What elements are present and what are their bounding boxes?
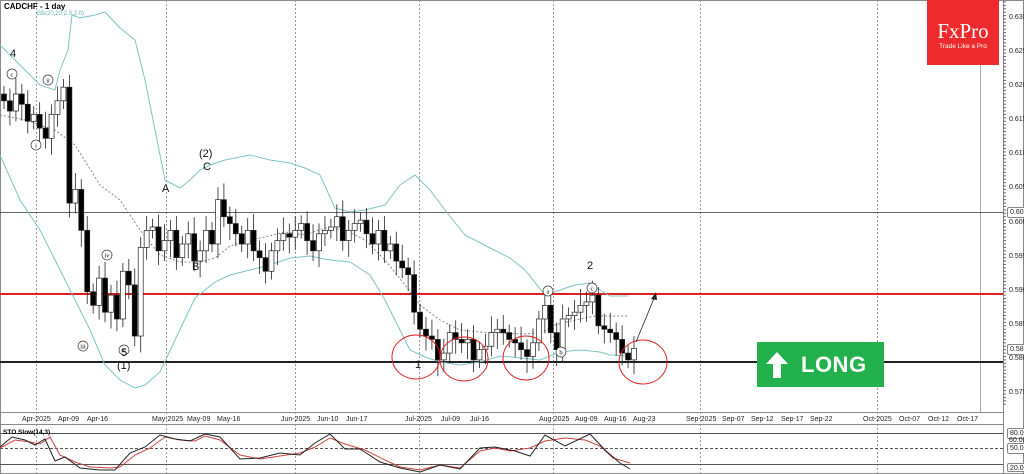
wave-label: 5: [121, 347, 128, 359]
time-tick-label: Jul-2025: [405, 416, 432, 423]
sto-20-tag: 20.00: [1007, 463, 1024, 472]
wave-label: C: [203, 161, 211, 173]
last-price-tag: 0.58166: [1007, 344, 1024, 355]
price-axis-ticks: [1003, 1, 1006, 405]
price-tick-label: 0.58500: [1009, 320, 1024, 328]
wave-label: A: [162, 183, 170, 195]
time-tick-label: Oct-17: [957, 416, 979, 423]
price-tick-label: 0.61500: [1009, 116, 1024, 124]
month-separators: [36, 0, 878, 474]
time-tick-label: Sep-07: [722, 416, 745, 423]
svg-text:iii: iii: [80, 344, 86, 351]
time-tick-label: Jun-10: [317, 416, 339, 423]
time-tick-label: Apr-09: [58, 416, 80, 423]
time-tick-label: Aug-2025: [539, 416, 570, 423]
price-tick-label: 0.60000: [1009, 218, 1024, 226]
reference-price-tag: 0.60167: [1007, 207, 1024, 218]
svg-text:b: b: [559, 350, 562, 357]
long-signal-badge: LONG: [757, 342, 884, 387]
sto-60-label: 60.00: [1009, 437, 1024, 444]
price-tick-label: 0.63000: [1009, 14, 1024, 21]
svg-text:iv: iv: [104, 253, 110, 260]
svg-text:i: i: [35, 143, 37, 150]
time-tick-label: Aug-16: [604, 416, 627, 423]
time-tick-label: Sep-12: [751, 416, 774, 423]
svg-text:c: c: [591, 286, 594, 293]
logo-brand: FxPro: [937, 19, 989, 43]
wave-label: 2: [587, 260, 594, 272]
wave-label: (1): [117, 360, 131, 372]
svg-text:v: v: [122, 348, 126, 355]
time-tick-label: Aug-09: [575, 416, 598, 423]
stochastic-label: STO Slow(14,3): [3, 429, 51, 436]
target-arrow: [635, 292, 657, 343]
time-tick-label: Oct-07: [899, 416, 921, 423]
time-tick-label: Sep-17: [781, 416, 804, 423]
logo-tagline: Trade Like a Pro: [939, 43, 987, 50]
price-tick-label: 0.62500: [1009, 48, 1024, 56]
wave-label: 4: [10, 48, 17, 60]
time-tick-label: Aug-23: [633, 416, 656, 423]
time-tick-label: Jul-09: [441, 416, 461, 423]
sto-50-tag: 50.00: [1007, 443, 1024, 454]
svg-text:ii: ii: [46, 78, 50, 85]
svg-text:a: a: [547, 289, 550, 296]
time-tick-label: Jun-17: [346, 416, 368, 423]
svg-text:c: c: [11, 72, 14, 79]
price-tick-label: 0.57500: [1009, 388, 1024, 396]
support-touch-circles: [391, 334, 668, 385]
price-tick-label: 0.59500: [1009, 252, 1024, 260]
arrow-up-icon: [766, 351, 788, 378]
price-tick-label: 0.60500: [1009, 184, 1024, 192]
time-tick-label: Sep-2025: [686, 416, 717, 423]
wave-label: 1: [415, 359, 422, 371]
stochastic-lines: [0, 433, 631, 473]
price-tick-label: 0.58000: [1009, 354, 1024, 362]
time-tick-label: Jun-2025: [281, 416, 311, 423]
time-tick-label: Oct-2025: [863, 416, 892, 423]
indicator-label: BB(20,20,2.0,2.0): [37, 11, 85, 17]
time-tick-label: Oct-12: [928, 416, 950, 423]
fxpro-logo: FxPro Trade Like a Pro: [927, 0, 999, 65]
time-tick-label: May-09: [187, 416, 211, 423]
wave-label: B: [192, 261, 200, 273]
wave-label: (2): [199, 148, 213, 160]
time-tick-label: Apr-2025: [22, 416, 51, 423]
time-tick-label: May-16: [217, 416, 241, 423]
time-tick-label: May-2025: [152, 416, 184, 423]
candlesticks: [1, 74, 637, 377]
time-tick-label: Jul-16: [470, 416, 490, 423]
chart-title: CADCHF - 1 day: [4, 2, 66, 11]
price-tick-label: 0.61000: [1009, 150, 1024, 158]
time-tick-label: Apr-16: [87, 416, 109, 423]
signal-label: LONG: [801, 351, 867, 377]
sto-80-tag: 80.00: [1007, 428, 1024, 439]
time-tick-label: Sep-22: [810, 416, 833, 423]
bollinger-bands: [0, 11, 629, 389]
price-tick-label: 0.62000: [1009, 82, 1024, 90]
price-tick-label: 0.59000: [1009, 286, 1024, 294]
